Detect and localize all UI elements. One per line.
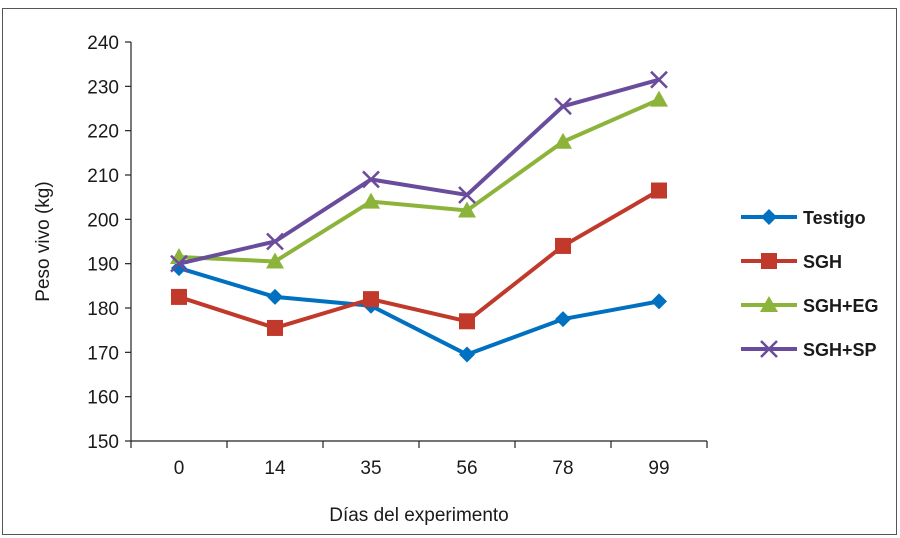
x-axis-title: Días del experimento [329, 505, 509, 526]
series-line [178, 266, 660, 357]
data-point [554, 132, 572, 149]
data-point [171, 288, 187, 305]
data-point [362, 170, 380, 189]
data-point [651, 182, 667, 199]
legend: Testigo SGH SGH+EG SGH+SP [741, 208, 879, 360]
y-tick-label: 160 [87, 388, 119, 409]
data-point [267, 288, 283, 305]
data-point [170, 254, 188, 273]
y-tick-label: 190 [87, 255, 119, 276]
series-3 [170, 90, 668, 269]
x-axis-ticks: 0 14 35 56 78 99 [130, 441, 708, 479]
data-point [650, 90, 668, 107]
data-point [555, 311, 571, 328]
legend-item: SGH+EG [741, 296, 879, 316]
data-point [362, 192, 380, 209]
axes [130, 42, 707, 442]
legend-label: SGH [803, 252, 842, 272]
x-tick-label: 14 [264, 458, 286, 479]
legend-swatch-marker [761, 253, 777, 269]
legend-item: Testigo [741, 208, 866, 228]
data-point [458, 201, 476, 218]
y-axis-title: Peso vivo (kg) [33, 181, 54, 301]
data-point [459, 313, 475, 330]
series-4 [170, 70, 668, 273]
y-tick-label: 210 [87, 166, 119, 187]
legend-swatch-marker [760, 340, 778, 358]
series-group [170, 70, 668, 363]
y-tick-label: 230 [87, 77, 119, 98]
y-tick-label: 170 [87, 343, 119, 364]
x-tick-label: 0 [174, 458, 185, 479]
data-point [266, 232, 284, 251]
data-point [651, 293, 667, 310]
legend-label: SGH+SP [803, 340, 877, 360]
legend-item: SGH [741, 252, 842, 272]
data-point [363, 291, 379, 308]
data-point [650, 70, 668, 89]
y-tick-label: 220 [87, 122, 119, 143]
y-tick-label: 240 [87, 33, 119, 54]
y-tick-label: 150 [87, 432, 119, 453]
legend-label: SGH+EG [803, 296, 879, 316]
data-point [267, 319, 283, 336]
data-point [554, 97, 572, 116]
data-point [459, 346, 475, 363]
legend-swatch-marker [760, 296, 778, 312]
y-tick-label: 180 [87, 299, 119, 320]
y-tick-label: 200 [87, 210, 119, 231]
series-2 [171, 182, 667, 336]
data-point [458, 186, 476, 204]
series-line [178, 188, 660, 330]
legend-label: Testigo [803, 208, 866, 228]
series-line [178, 77, 660, 266]
data-point [266, 252, 284, 269]
x-tick-label: 99 [648, 458, 669, 479]
legend-item: SGH+SP [741, 340, 877, 360]
series-1 [171, 260, 667, 363]
y-axis-ticks: 150 160 170 180 190 200 210 220 230 240 [87, 33, 131, 453]
line-chart: 150 160 170 180 190 200 210 220 230 240 0 14 35 56 78… [33, 33, 879, 526]
legend-swatch-marker [761, 209, 777, 225]
series-line [178, 97, 660, 264]
data-point [555, 237, 571, 254]
chart-frame: 150 160 170 180 190 200 210 220 230 240 0 14 35 56 78… [2, 8, 897, 535]
x-tick-label: 35 [360, 458, 381, 479]
x-tick-label: 78 [552, 458, 573, 479]
x-tick-label: 56 [456, 458, 477, 479]
